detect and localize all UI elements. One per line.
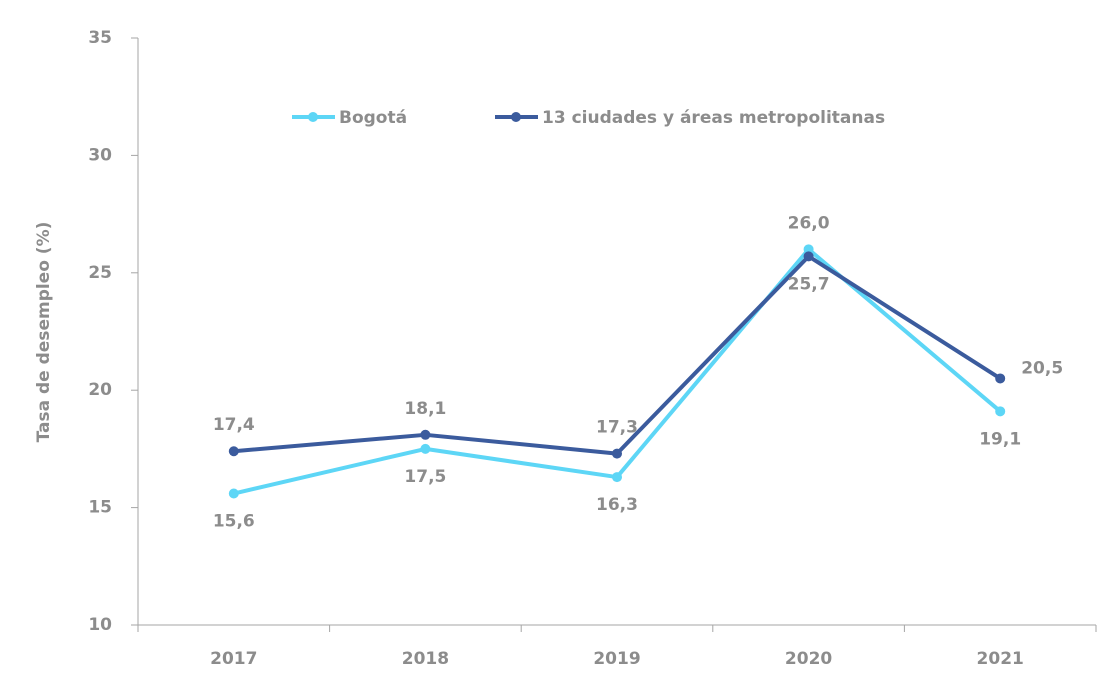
x-tick-label: 2020 <box>785 649 832 669</box>
point <box>612 472 622 483</box>
point <box>995 406 1006 417</box>
point <box>803 244 814 255</box>
data-label: 19,1 <box>979 429 1021 449</box>
x-tick-label: 2018 <box>402 649 449 669</box>
y-tick-label: 15 <box>88 498 112 518</box>
data-label: 20,5 <box>1021 358 1063 378</box>
data-label: 18,1 <box>404 399 446 419</box>
legend-marker <box>308 112 318 122</box>
x-tick-label: 2019 <box>593 649 640 669</box>
x-tick-label: 2017 <box>210 649 257 669</box>
data-label: 17,3 <box>596 418 638 438</box>
legend-label: 13 ciudades y áreas metropolitanas <box>542 108 885 128</box>
point <box>228 446 239 457</box>
point <box>803 251 814 262</box>
point <box>995 373 1006 384</box>
y-tick-label: 20 <box>88 380 112 400</box>
legend-label: Bogotá <box>339 108 407 128</box>
point <box>228 488 239 499</box>
point <box>420 443 431 454</box>
point <box>612 448 622 459</box>
data-label: 15,6 <box>213 512 255 532</box>
y-tick-label: 30 <box>88 145 112 165</box>
data-label: 16,3 <box>596 495 638 515</box>
data-label: 17,5 <box>404 467 446 487</box>
data-label: 26,0 <box>788 213 830 233</box>
y-tick-label: 35 <box>88 28 112 48</box>
y-tick-label: 25 <box>88 263 112 283</box>
legend-marker <box>511 112 521 122</box>
y-tick-label: 10 <box>88 615 112 635</box>
data-label: 17,4 <box>213 415 255 435</box>
point <box>420 429 431 440</box>
y-axis-label: Tasa de desempleo (%) <box>34 222 54 443</box>
x-tick-label: 2021 <box>977 649 1024 669</box>
data-label: 25,7 <box>788 274 830 294</box>
